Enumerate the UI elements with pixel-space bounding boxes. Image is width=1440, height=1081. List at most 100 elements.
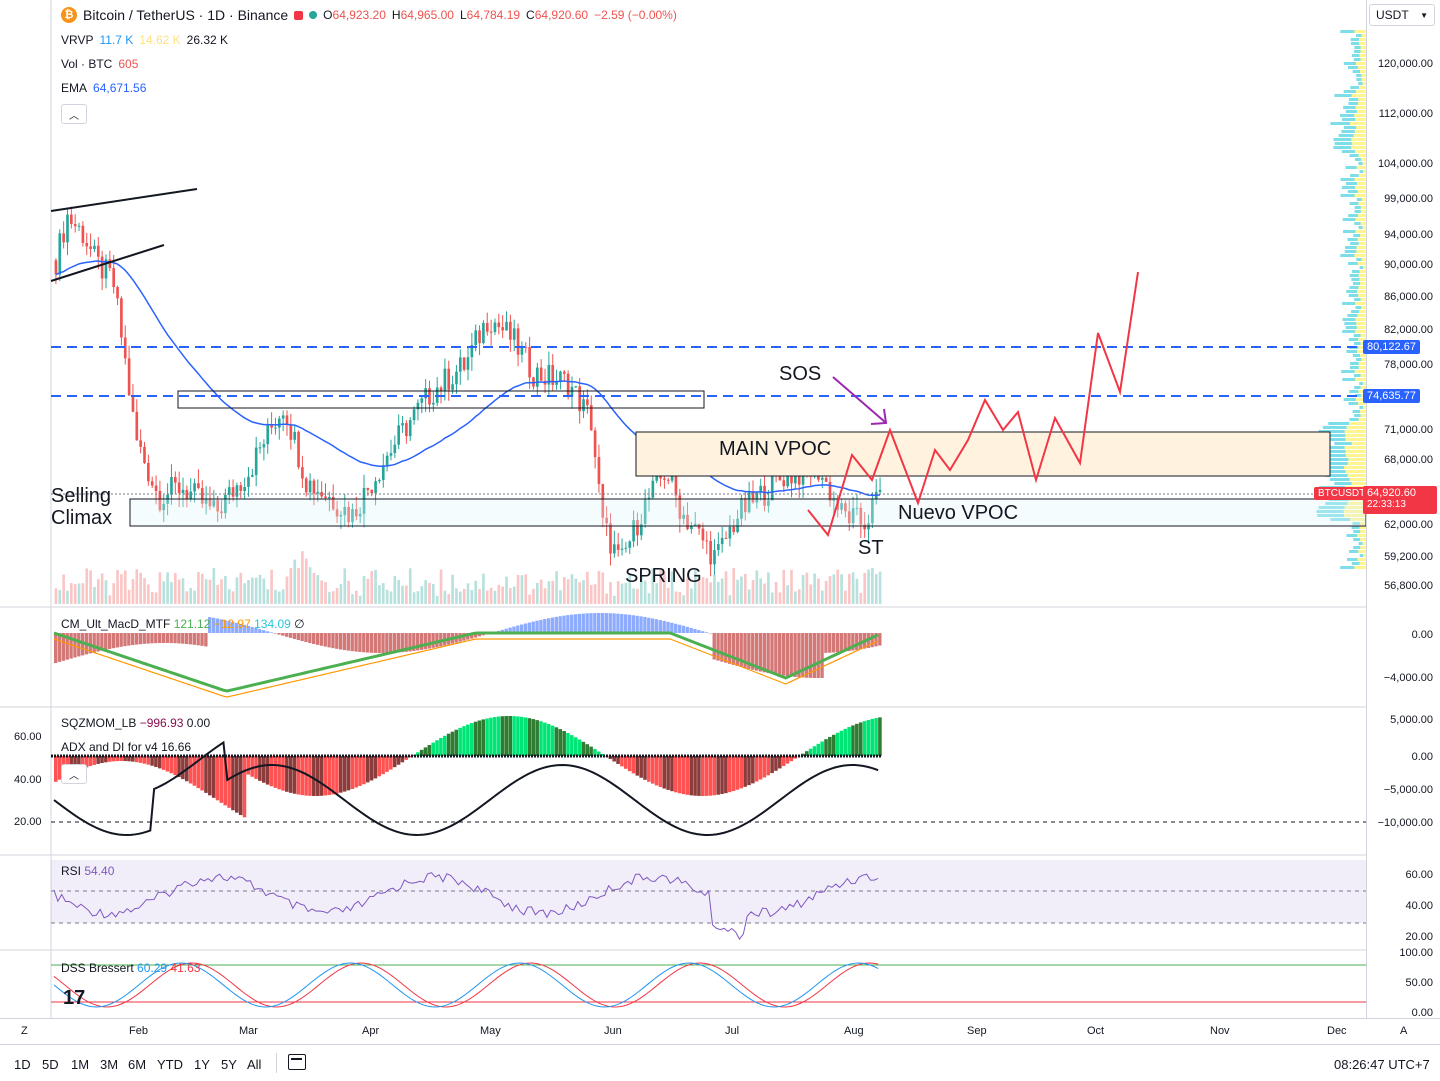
volume-bar [532,589,535,604]
currency-select[interactable]: USDT ▼ [1369,4,1435,26]
macd-histogram-bar [809,633,812,678]
sqz-momentum-bar [720,756,724,794]
volume-bar [571,574,574,604]
candle-body [444,369,447,391]
time-axis[interactable]: Z Feb Mar Apr May Jun Jul Aug Sep Oct No… [0,1018,1440,1045]
chart-canvas[interactable] [0,0,1366,1018]
macd-histogram-bar [693,629,696,633]
dss-legend[interactable]: DSS Bressert 60.29 41.63 [61,961,200,975]
collapse-legend-button[interactable]: ︿ [61,104,87,124]
time-axis-left-button[interactable]: Z [21,1025,28,1037]
candle-body [390,453,393,456]
annotation-climax[interactable]: Climax [51,507,112,530]
volume-bar [863,573,866,604]
candle-body [413,409,416,420]
price-label: 62,000.00 [1384,519,1433,531]
candle-body [440,388,443,391]
sqz-momentum-bar [782,756,786,766]
vp-bar-up [1342,150,1355,153]
utc-clock[interactable]: 08:26:47 UTC+7 [1334,1057,1430,1072]
vp-bar-up [1358,82,1362,85]
volume-bar [833,574,836,604]
chevron-down-icon: ▼ [1420,11,1428,20]
rsi-legend[interactable]: RSI 54.40 [61,864,114,878]
range-1d-button[interactable]: 1D [14,1057,31,1072]
vrvp-name: VRVP [61,33,93,47]
range-5y-button[interactable]: 5Y [221,1057,237,1072]
volume-bar [667,588,670,604]
time-axis-right-button[interactable]: A [1400,1025,1407,1037]
macd-histogram-bar [628,615,631,633]
vp-bar-up [1348,102,1358,105]
macd-histogram-bar [701,631,704,633]
annotation-sos[interactable]: SOS [779,363,821,386]
range-1y-button[interactable]: 1Y [194,1057,210,1072]
time-label: Apr [362,1025,379,1037]
adx-legend[interactable]: ADX and DI for v4 16.66 [61,740,191,754]
volume-bar [347,581,350,604]
macd-histogram-bar [597,613,600,633]
flag-icon[interactable] [294,11,303,20]
time-label: Jul [725,1025,739,1037]
sqz-legend[interactable]: SQZMOM_LB −996.93 0.00 [61,716,210,730]
range-ytd-button[interactable]: YTD [157,1057,183,1072]
vp-bar-up [1345,246,1356,249]
ema-legend[interactable]: EMA 64,671.56 [61,81,146,95]
macd-histogram-bar [659,620,662,633]
range-all-button[interactable]: All [247,1057,261,1072]
sqz-momentum-bar [670,756,674,791]
candle-body [536,368,539,387]
range-5d-button[interactable]: 5D [42,1057,59,1072]
macd-legend[interactable]: CM_Ult_MacD_MTF 121.12 −12.97 134.09 ∅ [61,617,305,631]
volume-bar [186,591,189,604]
candle-body [62,233,65,242]
range-3m-button[interactable]: 3M [100,1057,118,1072]
annotation-selling[interactable]: Selling [51,485,111,508]
symbol-title[interactable]: Bitcoin / TetherUS · 1D · Binance [83,7,288,23]
candle-body [505,322,508,331]
candle-body [147,463,150,481]
tradingview-logo-icon[interactable]: 17 [63,987,85,1010]
vp-bar-down [1356,106,1366,109]
macd-histogram-bar [705,632,708,633]
sqz-momentum-bar [377,756,381,776]
volume-bar [301,551,304,604]
vrvp-legend[interactable]: VRVP 11.7 K 14.62 K 26.32 K [61,33,228,47]
volume-legend[interactable]: Vol · BTC 605 [61,57,138,71]
candle-body [78,226,81,227]
price-label: 112,000.00 [1379,108,1433,120]
vp-bar-up [1354,342,1361,345]
volume-bar [752,580,755,604]
sqz-momentum-bar [516,716,520,756]
annotation-main-vpoc[interactable]: MAIN VPOC [719,438,831,461]
volume-bar [420,586,423,604]
macd-histogram-bar [662,621,665,633]
macd-histogram-bar [836,633,839,652]
annotation-spring[interactable]: SPRING [625,565,702,588]
vp-bar-up [1352,54,1360,57]
vp-bar-down [1351,138,1366,141]
vp-bar-up [1346,182,1357,185]
macd-histogram-bar [774,633,777,674]
price-label: 99,000.00 [1384,193,1433,205]
candle-body [93,246,96,249]
vp-bar-up [1351,38,1359,41]
range-1m-button[interactable]: 1M [71,1057,89,1072]
macd-histogram-bar [428,633,431,649]
macd-histogram-bar [732,633,735,665]
vp-bar-up [1342,378,1355,381]
annotation-nuevo-vpoc[interactable]: Nuevo VPOC [898,502,1018,525]
vp-bar-up [1349,390,1358,393]
sqz-momentum-bar [624,756,628,769]
calendar-range-icon[interactable] [288,1054,306,1070]
volume-bar [736,580,739,604]
macd-histogram-bar [532,622,535,633]
volume-bar [70,583,73,604]
sqz-momentum-bar [339,756,343,793]
sqz-momentum-bar [705,756,709,796]
collapse-sqz-button[interactable]: ︿ [61,764,87,784]
annotation-st[interactable]: ST [858,537,884,560]
volume-bar [139,573,142,604]
volume-bar [536,583,539,604]
range-6m-button[interactable]: 6M [128,1057,146,1072]
